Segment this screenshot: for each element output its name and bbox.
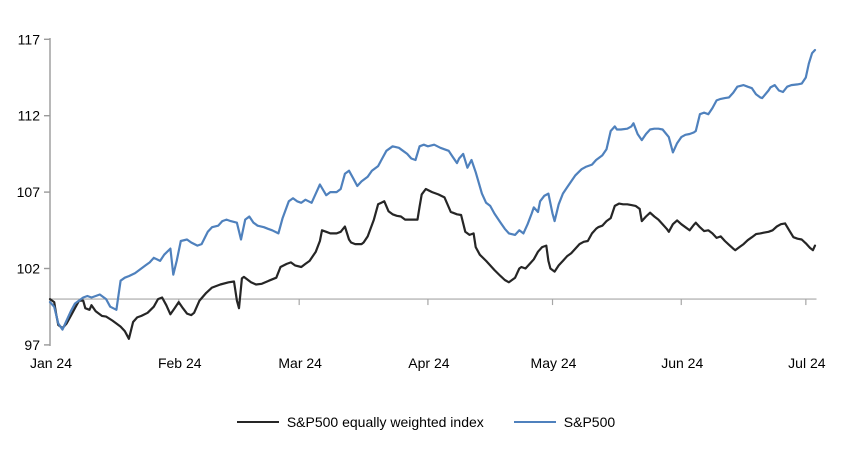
legend-label: S&P500 equally weighted index bbox=[286, 414, 484, 430]
y-axis-tick-label: 97 bbox=[24, 337, 40, 353]
chart-canvas: 117 112 107 102 97 Jan 24 Feb 24 Mar 24 Apr 24 Ma… bbox=[17, 31, 826, 371]
x-axis-tick-label: Feb 24 bbox=[158, 355, 202, 371]
legend-label: S&P500 bbox=[563, 414, 616, 430]
chart-legend: S&P500 equally weighted index S&P500 bbox=[0, 406, 852, 438]
x-axis-tick-label: Mar 24 bbox=[278, 355, 322, 371]
sp500-line bbox=[48, 48, 817, 331]
x-axis-tick-label: Jan 24 bbox=[30, 355, 72, 371]
x-axis-tick-label: Apr 24 bbox=[408, 355, 449, 371]
x-axis-tick-label: Jul 24 bbox=[788, 355, 826, 371]
x-axis-tick-label: Jun 24 bbox=[661, 355, 703, 371]
legend-item-sp500: S&P500 bbox=[513, 414, 616, 430]
sp500-equal-weight-line bbox=[48, 187, 817, 340]
y-axis-tick-label: 112 bbox=[18, 108, 41, 124]
y-axis-tick-label: 107 bbox=[17, 184, 41, 200]
y-axis-tick-label: 117 bbox=[18, 31, 41, 47]
x-axis-tick-label: May 24 bbox=[531, 355, 577, 371]
legend-item-sp500-equal-weight: S&P500 equally weighted index bbox=[236, 414, 484, 430]
line-swatch-icon bbox=[236, 421, 279, 423]
y-axis-tick-label: 102 bbox=[17, 261, 41, 277]
line-swatch-icon bbox=[513, 421, 556, 423]
